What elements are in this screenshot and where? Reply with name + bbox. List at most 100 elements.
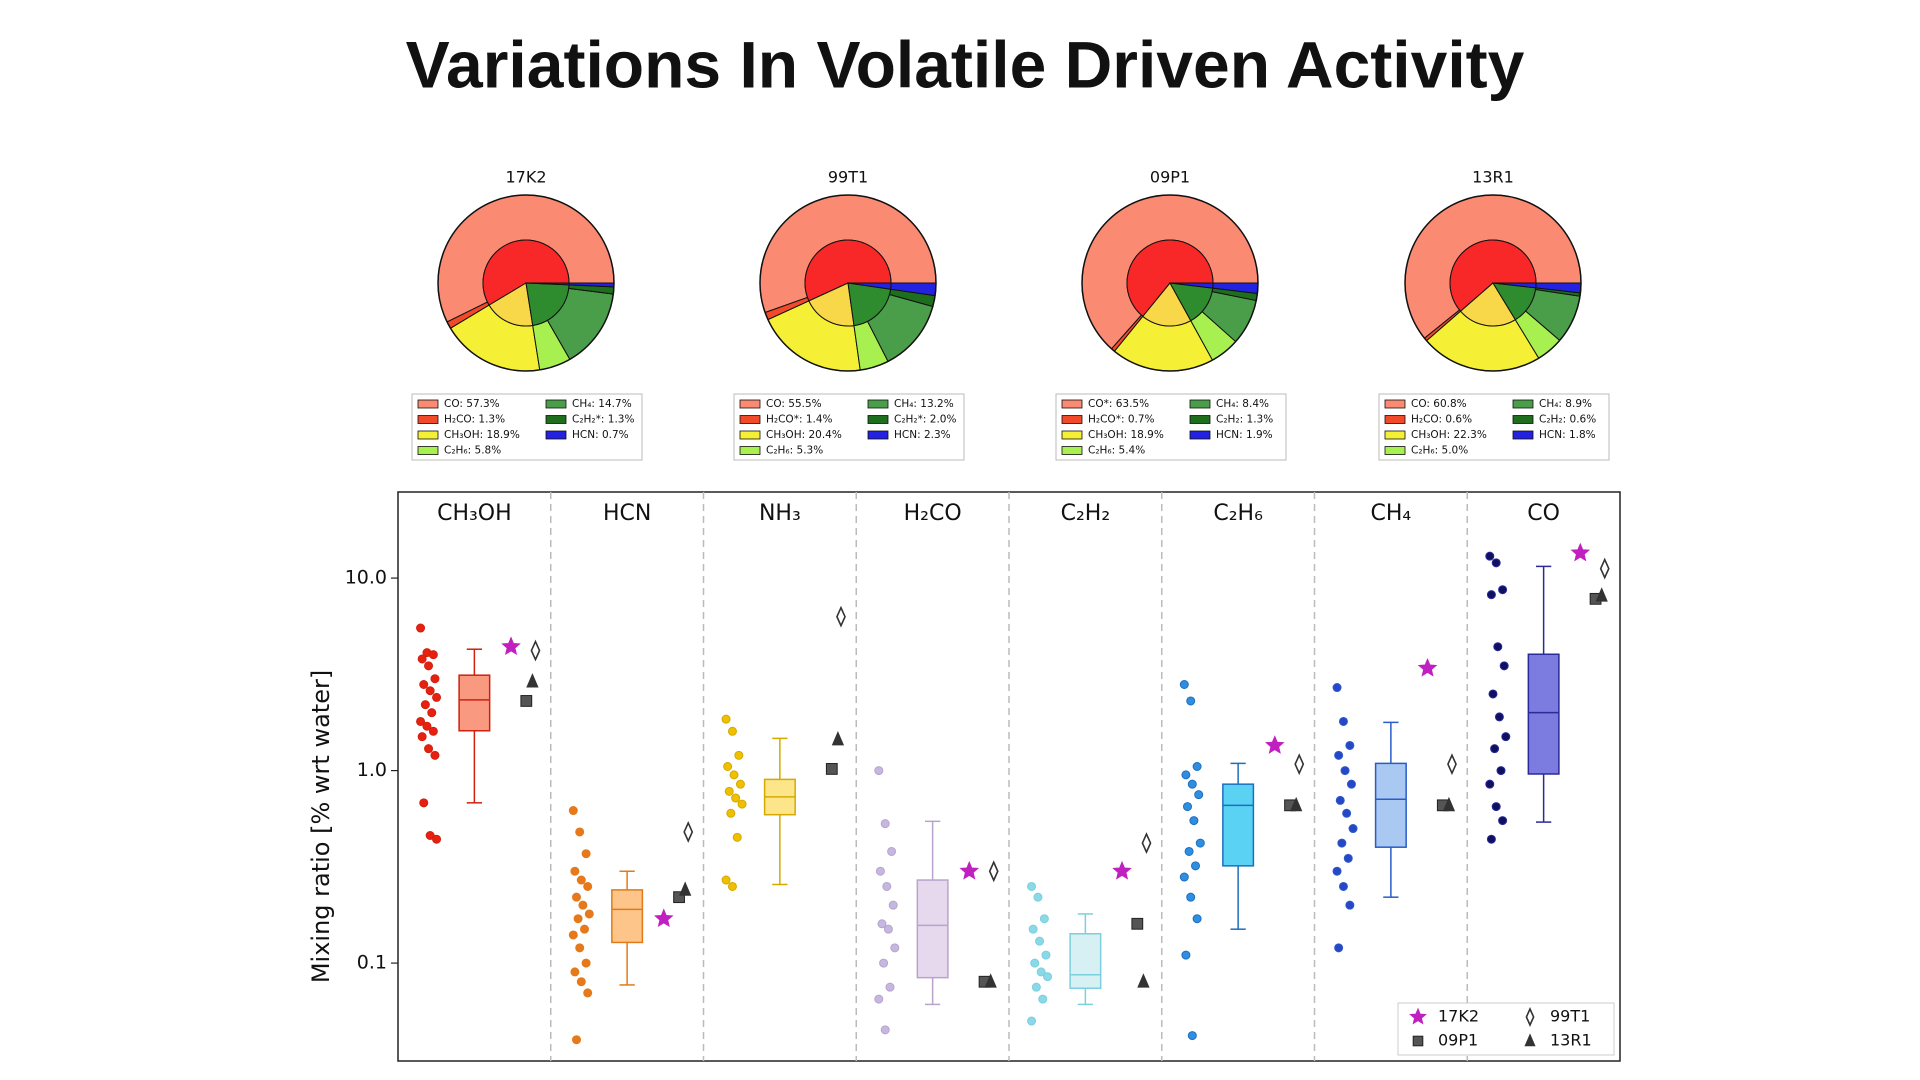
- comet-marker: [1447, 753, 1457, 776]
- data-point: [724, 786, 734, 796]
- legend-swatch: [1512, 415, 1534, 424]
- data-point: [1191, 861, 1200, 871]
- pie-inner-slice: [482, 239, 570, 306]
- pie-inner-slice: [1492, 282, 1537, 289]
- comet-marker: [501, 636, 521, 656]
- data-point: [1498, 585, 1508, 595]
- data-point: [430, 750, 440, 760]
- data-point: [727, 881, 737, 891]
- data-point: [1485, 779, 1495, 789]
- pie-inner-slice: [525, 282, 570, 327]
- data-point: [727, 726, 737, 736]
- data-point: [581, 849, 591, 859]
- data-point: [1334, 750, 1344, 760]
- data-point: [417, 654, 427, 664]
- data-point: [1338, 881, 1348, 891]
- category-label: CO: [1527, 501, 1560, 526]
- legend-label: 13R1: [1550, 1031, 1592, 1050]
- comet-marker: [1290, 796, 1303, 812]
- data-point: [576, 875, 586, 885]
- legend-swatch: [1384, 399, 1406, 409]
- comet-marker: [825, 763, 838, 775]
- data-point: [1493, 642, 1503, 652]
- data-point: [1488, 689, 1498, 699]
- pie-inner-slice: [847, 282, 892, 290]
- legend-marker: [1409, 1007, 1427, 1025]
- data-point: [1187, 1031, 1197, 1041]
- pie-title: 09P1: [1150, 168, 1190, 187]
- data-point: [1343, 853, 1353, 863]
- legend-label: CO: 55.5%: [766, 398, 822, 410]
- comet-marker: [1141, 832, 1152, 855]
- legend-swatch: [1384, 415, 1406, 424]
- data-point: [885, 982, 895, 992]
- legend-label: HCN: 1.9%: [1216, 429, 1273, 441]
- data-point: [424, 661, 434, 671]
- data-point: [1345, 740, 1355, 750]
- legend: [1397, 1002, 1615, 1056]
- data-point: [890, 943, 900, 953]
- data-point: [1036, 967, 1046, 977]
- legend-label: CH₄: 8.9%: [1539, 398, 1592, 410]
- data-point: [575, 827, 585, 837]
- data-point: [580, 924, 589, 934]
- legend-label: CH₃OH: 18.9%: [444, 429, 520, 441]
- comet-marker: [988, 860, 999, 883]
- data-point: [570, 866, 580, 876]
- comet-marker: [526, 673, 539, 688]
- pie-inner-slice: [1126, 239, 1214, 318]
- legend-label: C₂H₂: 1.3%: [1216, 414, 1273, 426]
- data-point: [422, 721, 432, 731]
- legend-swatch: [1189, 415, 1211, 424]
- data-point: [1342, 808, 1352, 818]
- legend-label: C₂H₂: 0.6%: [1539, 414, 1596, 426]
- data-point: [1346, 779, 1356, 789]
- data-point: [877, 919, 887, 929]
- comet-marker: [520, 695, 533, 707]
- data-point: [425, 686, 435, 696]
- data-point: [1195, 838, 1205, 848]
- data-point: [1033, 892, 1043, 902]
- data-point: [428, 726, 438, 736]
- data-point: [879, 958, 889, 968]
- legend-swatch: [1512, 430, 1534, 440]
- data-point: [1194, 790, 1204, 800]
- pie-outline: [1081, 194, 1259, 372]
- legend-swatch: [545, 430, 567, 440]
- legend-label: H₂CO: 1.3%: [444, 414, 505, 426]
- pie-title: 99T1: [828, 168, 868, 187]
- comet-marker: [836, 605, 846, 628]
- data-point: [721, 875, 731, 885]
- category-label: HCN: [603, 501, 651, 526]
- legend-label: C₂H₆: 5.0%: [1411, 445, 1468, 457]
- comet-marker: [653, 908, 674, 928]
- data-point: [424, 744, 434, 754]
- data-point: [875, 866, 885, 876]
- data-point: [1041, 950, 1051, 960]
- data-point: [581, 958, 591, 968]
- comet-marker: [673, 891, 685, 904]
- legend-swatch: [417, 399, 439, 409]
- data-point: [1485, 551, 1495, 561]
- legend-swatch: [867, 399, 889, 409]
- legend-label: C₂H₂*: 2.0%: [894, 414, 956, 426]
- legend-label: CO*: 63.5%: [1088, 398, 1149, 410]
- data-point: [1192, 762, 1202, 772]
- data-point: [1030, 958, 1040, 968]
- legend-label: HCN: 0.7%: [572, 429, 629, 441]
- page-title: Variations In Volatile Driven Activity: [406, 27, 1525, 101]
- legend-swatch: [867, 415, 889, 424]
- legend-swatch: [1061, 446, 1083, 455]
- data-point: [1332, 866, 1342, 876]
- data-point: [1043, 972, 1053, 982]
- legend-swatch: [739, 430, 761, 440]
- data-point: [420, 700, 430, 710]
- y-tick-label: 1.0: [357, 759, 387, 781]
- data-point: [1494, 712, 1504, 722]
- legend-swatch: [739, 399, 761, 409]
- data-point: [1499, 661, 1509, 671]
- pie-legend: [733, 393, 965, 461]
- data-point: [1192, 914, 1202, 924]
- data-point: [1181, 770, 1191, 780]
- legend-label: H₂CO*: 0.7%: [1088, 414, 1155, 426]
